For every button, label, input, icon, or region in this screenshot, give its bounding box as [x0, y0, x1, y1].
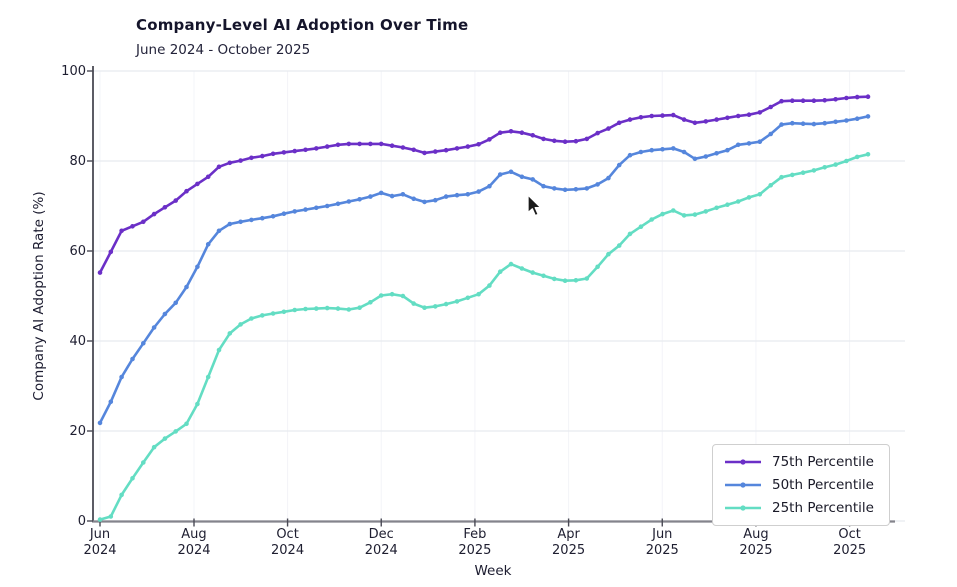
y-tick-label: 100 [61, 63, 86, 79]
mouse-cursor [527, 194, 542, 217]
legend: 75th Percentile 50th Percentile 25th Per… [712, 444, 890, 526]
x-tick-label: Oct 2024 [271, 527, 305, 558]
x-tick-label: Aug 2024 [177, 527, 211, 558]
y-tick-label: 0 [77, 513, 86, 529]
legend-label-50th: 50th Percentile [772, 477, 874, 493]
legend-item-50th: 50th Percentile [723, 475, 879, 495]
x-tick-label: Jun 2025 [645, 527, 679, 558]
x-tick-label: Oct 2025 [833, 527, 867, 558]
x-axis-label: Week [474, 563, 512, 579]
x-tick-label: Feb 2025 [458, 527, 492, 558]
x-tick-label: Aug 2025 [739, 527, 773, 558]
legend-label-75th: 75th Percentile [772, 454, 874, 470]
x-tick-label: Dec 2024 [364, 527, 398, 558]
y-tick-label: 60 [69, 243, 86, 259]
y-tick-label: 80 [69, 153, 86, 169]
legend-label-25th: 25th Percentile [772, 500, 874, 516]
x-tick-label: Apr 2025 [552, 527, 586, 558]
legend-item-25th: 25th Percentile [723, 498, 879, 518]
chart-subtitle: June 2024 - October 2025 [136, 42, 311, 58]
legend-line-sample-25th [725, 505, 761, 511]
x-tick-label: Jun 2024 [83, 527, 117, 558]
legend-item-75th: 75th Percentile [723, 452, 879, 472]
y-tick-label: 40 [69, 333, 86, 349]
legend-line-sample-75th [725, 459, 761, 465]
legend-line-sample-50th [725, 482, 761, 488]
y-tick-label: 20 [69, 423, 86, 439]
chart-title: Company-Level AI Adoption Over Time [136, 16, 469, 34]
